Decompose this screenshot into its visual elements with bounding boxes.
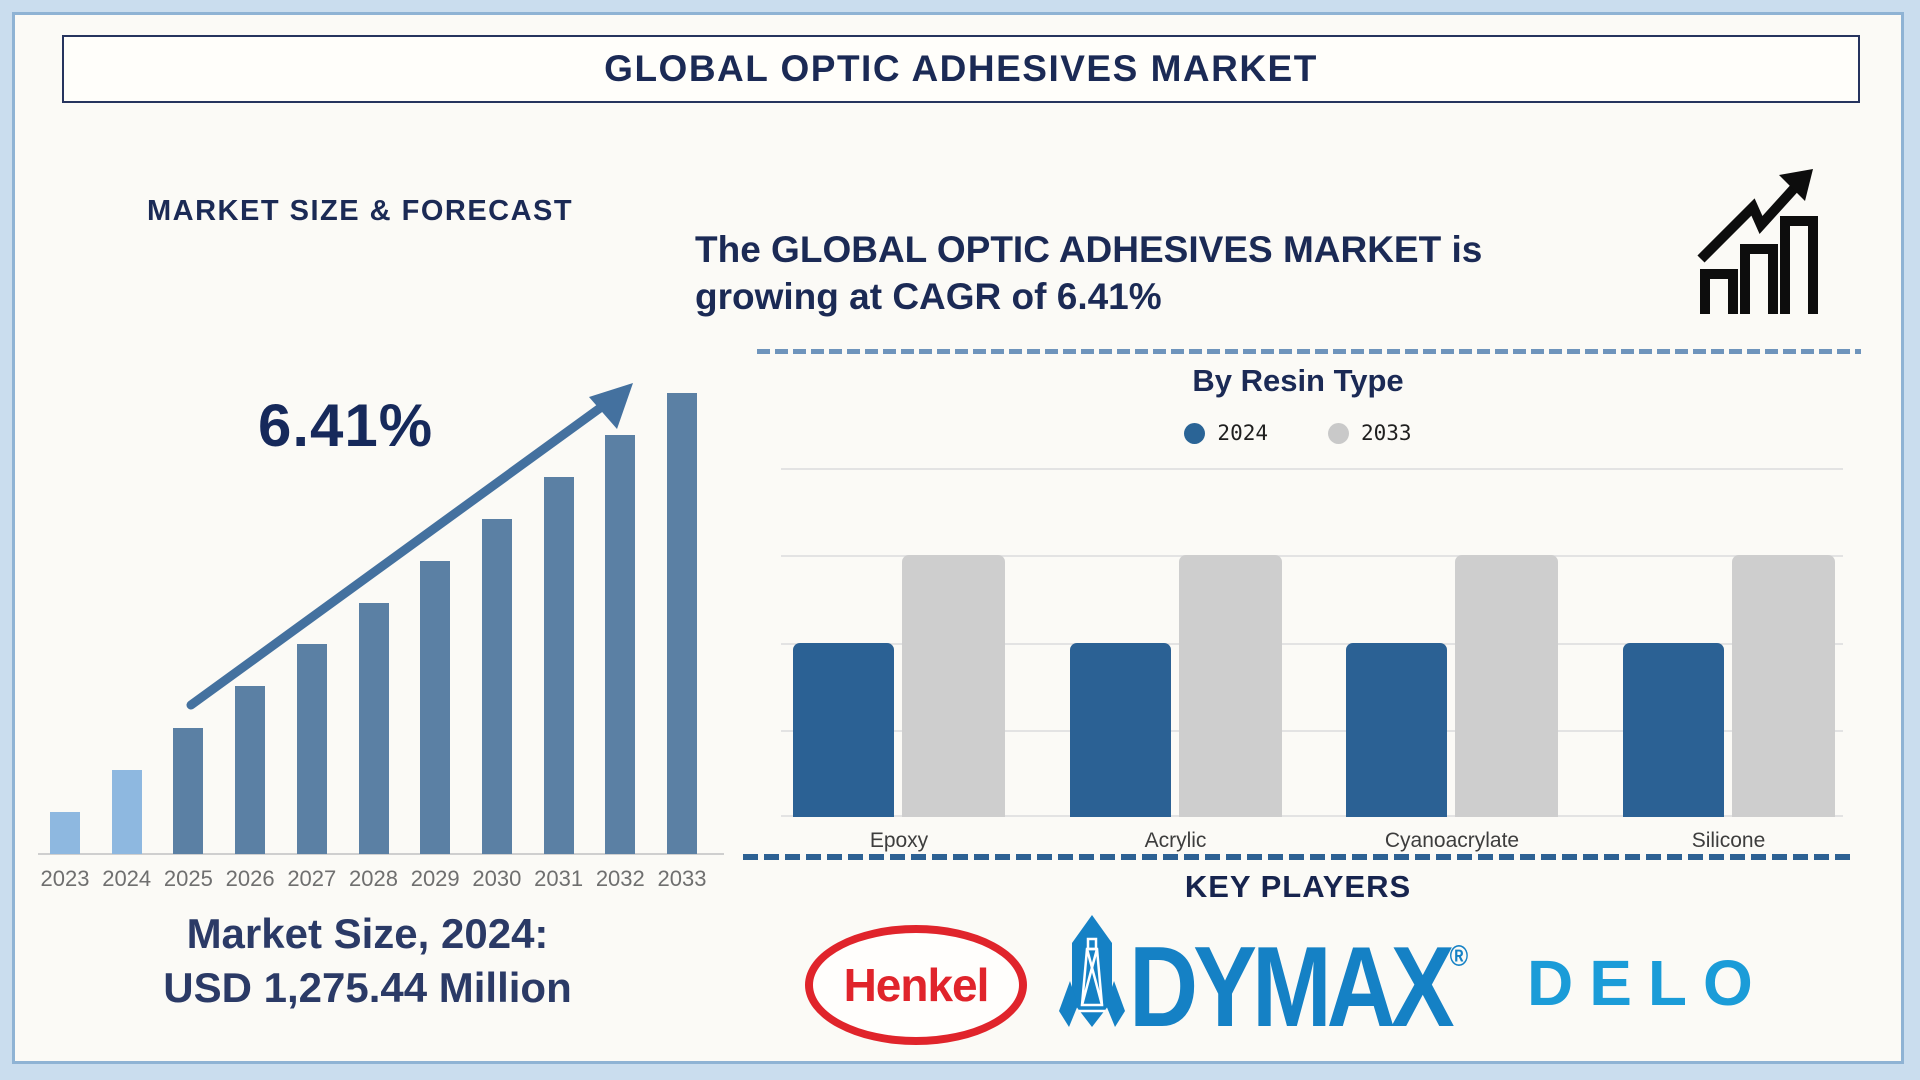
forecast-bar-2026 — [235, 686, 266, 854]
resin-group-cyanoacrylate: Cyanoacrylate — [1346, 468, 1558, 852]
title-banner: GLOBAL OPTIC ADHESIVES MARKET — [62, 35, 1860, 103]
registered-mark: ® — [1449, 940, 1469, 973]
resin-group-acrylic: Acrylic — [1069, 468, 1282, 852]
forecast-year-label: 2024 — [102, 866, 152, 891]
forecast-year-label: 2028 — [349, 866, 398, 891]
forecast-year-label: 2032 — [595, 866, 645, 891]
forecast-year-label: 2026 — [225, 866, 275, 891]
forecast-bar-2024 — [111, 770, 142, 854]
resin-bar-2024-acrylic — [1069, 642, 1171, 817]
resin-bar-2024-silicone — [1622, 642, 1724, 817]
forecast-bar-2030 — [481, 519, 512, 854]
trend-arrow-icon — [186, 383, 633, 710]
dymax-logo: DYMAX® — [1059, 913, 1533, 1045]
forecast-bar-2025 — [173, 728, 204, 854]
resin-group-silicone: Silicone — [1622, 468, 1835, 852]
dashed-divider-bottom — [743, 854, 1853, 860]
forecast-year-label: 2031 — [534, 866, 584, 891]
forecast-bar-2032 — [605, 435, 636, 854]
forecast-year-label: 2023 — [40, 866, 90, 891]
resin-category-label: Epoxy — [869, 829, 929, 852]
growth-chart-icon — [1697, 169, 1818, 314]
cagr-headline-line1: The GLOBAL OPTIC ADHESIVES MARKET is — [695, 229, 1483, 270]
gridline — [781, 815, 1843, 817]
henkel-logo: Henkel — [805, 925, 1027, 1045]
cagr-callout: 6.41% — [258, 392, 434, 459]
market-size-line2: USD 1,275.44 Million — [163, 963, 572, 1011]
forecast-year-label: 2025 — [163, 866, 213, 891]
delo-logo-text: DELO — [1527, 947, 1769, 1019]
cagr-headline: The GLOBAL OPTIC ADHESIVES MARKET is gro… — [695, 227, 1705, 320]
resin-category-label: Silicone — [1691, 829, 1766, 852]
resin-legend: 2024 2033 — [743, 421, 1853, 445]
key-players-logos: Henkel DYMAX® DELO — [743, 913, 1853, 1068]
dymax-logo-text: DYMAX® — [1129, 924, 1469, 1051]
page-title: GLOBAL OPTIC ADHESIVES MARKET — [604, 48, 1318, 89]
gridline — [781, 642, 1843, 645]
resin-category-label: Acrylic — [1144, 829, 1207, 852]
forecast-year-label: 2033 — [657, 866, 707, 891]
market-size-line1: Market Size, 2024: — [186, 910, 549, 957]
dymax-lighthouse-icon — [1059, 915, 1125, 1027]
key-players-heading: KEY PLAYERS — [1184, 869, 1412, 904]
resin-bar-2033-cyanoacrylate — [1455, 555, 1558, 817]
legend-dot-2024 — [1184, 422, 1206, 444]
resin-chart-title: By Resin Type — [1192, 363, 1404, 398]
resin-bar-chart: Epoxy Acrylic Cyanoacrylate Silicone — [781, 468, 1843, 852]
cagr-headline-line2: growing at CAGR of 6.41% — [695, 275, 1162, 317]
forecast-bar-chart: 2023 2024 2025 2026 2027 2028 2029 2030 2031 2032… — [38, 393, 738, 898]
gridline — [781, 468, 1843, 470]
forecast-year-label: 2030 — [472, 866, 522, 891]
legend-dot-2033 — [1328, 422, 1349, 444]
delo-logo: DELO — [1527, 951, 1769, 1015]
forecast-year-label: 2029 — [410, 866, 460, 891]
legend-label-2024: 2024 — [1217, 421, 1268, 445]
infographic-frame: GLOBAL OPTIC ADHESIVES MARKET MARKET SIZ… — [12, 12, 1904, 1064]
resin-category-label: Cyanoacrylate — [1384, 829, 1520, 852]
forecast-bar-2033 — [667, 393, 697, 854]
gridline — [781, 555, 1843, 558]
forecast-bar-2031 — [543, 477, 574, 854]
forecast-bar-2027 — [296, 644, 327, 854]
resin-bar-2033-epoxy — [902, 555, 1005, 817]
resin-bar-2033-acrylic — [1178, 555, 1282, 817]
forecast-bar-2023 — [50, 812, 80, 854]
forecast-year-label: 2027 — [287, 866, 337, 891]
market-size-note: Market Size, 2024: USD 1,275.44 Million — [55, 907, 680, 1015]
resin-bar-2033-silicone — [1731, 555, 1835, 817]
forecast-section-heading: MARKET SIZE & FORECAST — [147, 195, 574, 227]
legend-label-2033: 2033 — [1361, 421, 1412, 445]
dashed-divider-top — [757, 349, 1861, 354]
legend-item-2024: 2024 — [1184, 421, 1268, 445]
forecast-bar-2029 — [420, 561, 451, 854]
forecast-bar-2028 — [358, 603, 389, 854]
henkel-logo-text: Henkel — [843, 959, 990, 1011]
legend-item-2033: 2033 — [1328, 421, 1412, 445]
resin-bar-2024-epoxy — [793, 642, 894, 817]
gridline — [781, 729, 1843, 732]
forecast-x-axis — [38, 853, 724, 855]
resin-bar-2024-cyanoacrylate — [1346, 642, 1447, 817]
resin-group-epoxy: Epoxy — [793, 468, 1005, 852]
